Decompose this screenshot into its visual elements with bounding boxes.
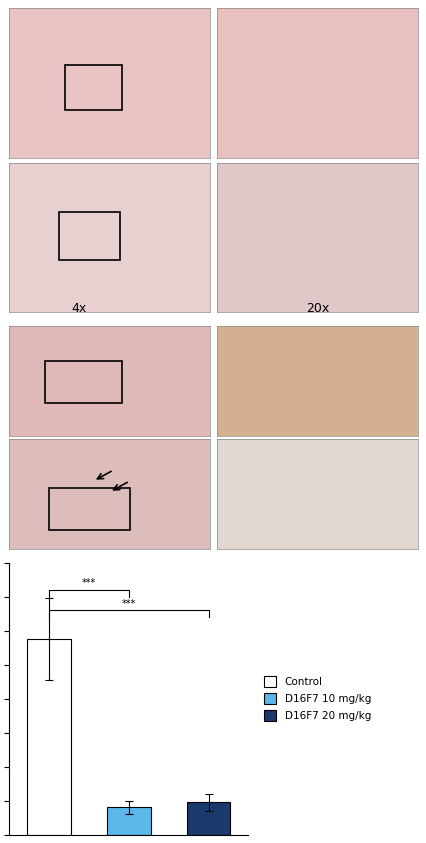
Text: 4x: 4x [72, 302, 86, 314]
Text: ***: *** [121, 599, 135, 609]
Bar [59, 212, 119, 260]
Bar [26, 639, 70, 835]
Bar [49, 487, 130, 529]
Text: 20x: 20x [305, 302, 328, 314]
Bar [45, 361, 121, 403]
Text: ***: *** [81, 578, 95, 588]
Bar [65, 65, 121, 110]
Bar [186, 803, 230, 835]
Bar [106, 808, 150, 835]
Legend: Control, D16F7 10 mg/kg, D16F7 20 mg/kg: Control, D16F7 10 mg/kg, D16F7 20 mg/kg [263, 676, 370, 722]
